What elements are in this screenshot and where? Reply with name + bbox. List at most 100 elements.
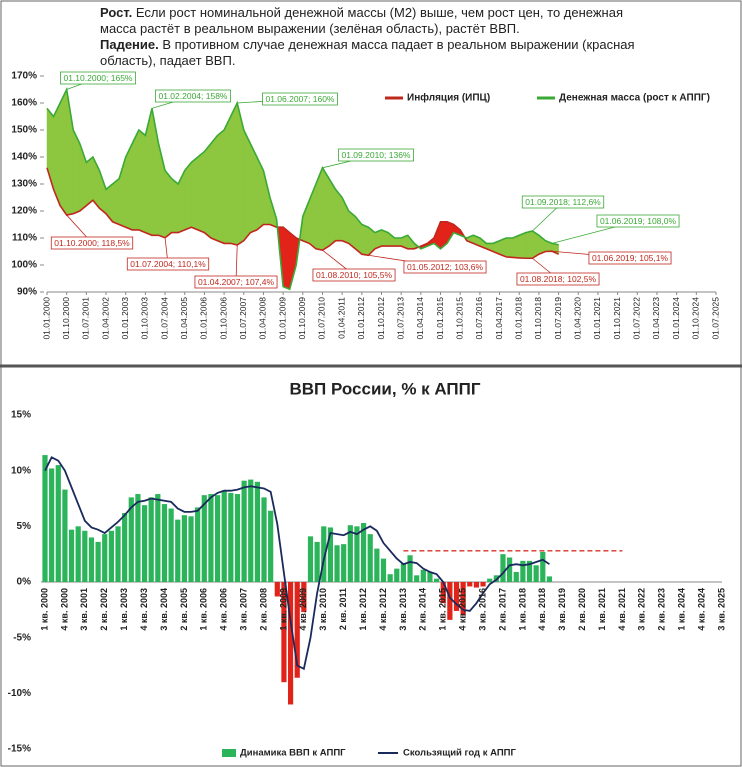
fill-area — [446, 221, 454, 245]
growth-body: Если рост номинальной денежной массы (М2… — [100, 5, 624, 36]
bar — [234, 494, 241, 582]
x-tick-label: 1 кв. 2000 — [39, 588, 49, 631]
y-tick-label: 5% — [17, 521, 32, 532]
y-tick-label: 100% — [11, 260, 37, 271]
bar — [400, 563, 407, 582]
x-tick-label: 01.04.2014 — [415, 297, 425, 340]
bar — [453, 582, 460, 611]
annotation-box — [312, 268, 396, 282]
bar — [148, 497, 154, 582]
x-tick-label: 2 кв. 2020 — [577, 588, 587, 631]
x-tick-label: 01.01.2015 — [435, 297, 445, 340]
bar — [214, 495, 221, 582]
fill-area — [223, 116, 231, 244]
x-tick-label: 01.04.2008 — [258, 297, 268, 340]
annotation: 01.09.2010; 136% — [341, 150, 410, 160]
legend-label: Динамика ВВП к АППГ — [240, 748, 346, 759]
fill-area — [210, 134, 218, 242]
x-tick-label: 4 кв. 2021 — [617, 588, 627, 631]
fill-area — [243, 129, 251, 242]
bar — [102, 534, 108, 582]
bar — [115, 526, 121, 582]
bar — [175, 519, 181, 582]
series-line — [46, 86, 559, 291]
x-tick-label: 01.01.2012 — [356, 297, 366, 340]
x-tick-label: 1 кв. 2003 — [119, 588, 129, 631]
bar — [181, 515, 187, 582]
annotation: 01.09.2018; 112,6% — [525, 197, 601, 207]
legend-label: Денежная масса (рост к АППГ) — [559, 93, 710, 104]
bar — [88, 537, 95, 582]
x-tick-label: 01.07.2019 — [553, 297, 563, 340]
annotation-box — [194, 275, 278, 289]
y-tick-label: 90% — [17, 287, 37, 298]
x-tick-label: 3 кв. 2004 — [159, 588, 169, 631]
bar — [82, 530, 88, 582]
decline-label: Падение. — [100, 37, 159, 52]
bar — [427, 571, 433, 582]
bar — [135, 494, 141, 582]
x-tick-label: 01.07.2010 — [317, 297, 327, 340]
fill-area — [132, 129, 140, 231]
x-tick-label: 4 кв. 2009 — [298, 588, 308, 631]
annotation-box — [596, 214, 680, 228]
fill-area — [191, 156, 199, 231]
x-tick-label: 01.10.2018 — [533, 297, 543, 340]
bar — [546, 576, 553, 582]
intro: Рост. Если рост номинальной денежной мас… — [100, 5, 660, 69]
fill-area — [518, 232, 527, 259]
fill-area — [322, 166, 330, 251]
bar — [487, 578, 493, 582]
bar — [68, 529, 75, 582]
x-tick-label: 4 кв. 2018 — [537, 588, 547, 631]
fill-area — [250, 143, 258, 233]
annotation: 01.10.2000; 118,5% — [54, 238, 130, 248]
fill-area — [145, 108, 153, 236]
fill-area — [361, 224, 369, 256]
y-tick-label: 130% — [11, 179, 37, 190]
bar — [228, 492, 234, 582]
x-tick-label: 01.07.2013 — [395, 297, 405, 340]
bar — [274, 582, 280, 597]
bar — [62, 489, 68, 582]
y-tick-label: 0% — [17, 577, 32, 588]
bar — [294, 582, 300, 678]
bar — [248, 479, 254, 582]
x-tick-label: 01.01.2021 — [592, 297, 602, 340]
bar — [447, 582, 453, 620]
decline-body: В противном случае денежная масса падает… — [100, 37, 635, 68]
legend-label: Скользящий год к АППГ — [403, 748, 516, 759]
x-tick-label: 01.01.2003 — [120, 297, 130, 340]
bar — [526, 560, 533, 582]
fill-area — [263, 170, 271, 225]
fill-area — [204, 142, 212, 239]
x-tick-label: 01.04.2002 — [100, 297, 110, 340]
annotation: 01.02.2004; 158% — [158, 91, 227, 101]
x-tick-label: 01.10.2015 — [454, 297, 464, 340]
bar — [520, 560, 526, 582]
annotation-box — [126, 257, 210, 271]
bar — [533, 565, 539, 582]
y-tick-label: -10% — [8, 688, 31, 699]
bar — [161, 504, 168, 582]
x-tick-label: 01.04.2011 — [336, 297, 346, 339]
legend-label: Инфляция (ИПЦ) — [407, 92, 490, 104]
bar — [49, 468, 55, 582]
fill-area — [197, 151, 205, 233]
x-tick-label: 3 кв. 2007 — [238, 588, 248, 631]
x-tick-label: 2 кв. 2014 — [418, 588, 428, 631]
bar — [42, 455, 48, 582]
y-tick-label: 170% — [11, 71, 37, 82]
annotation-box — [155, 89, 231, 103]
fill-area — [86, 156, 94, 207]
bar — [327, 527, 334, 582]
annotation-box — [516, 272, 600, 286]
fill-area — [112, 178, 120, 225]
x-tick-label: 01.10.2009 — [297, 297, 307, 340]
annotation: 01.07.2004; 110,1% — [130, 259, 206, 269]
x-tick-label: 01.04.2017 — [494, 297, 504, 340]
x-tick-label: 1 кв. 2018 — [517, 588, 527, 631]
annotation: 01.08.2010; 105,5% — [316, 270, 393, 280]
bar — [141, 505, 148, 582]
